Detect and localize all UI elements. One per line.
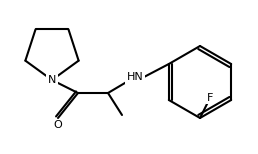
Text: N: N: [48, 75, 56, 85]
Text: F: F: [207, 93, 213, 103]
Text: HN: HN: [127, 72, 143, 82]
Text: O: O: [54, 120, 62, 130]
